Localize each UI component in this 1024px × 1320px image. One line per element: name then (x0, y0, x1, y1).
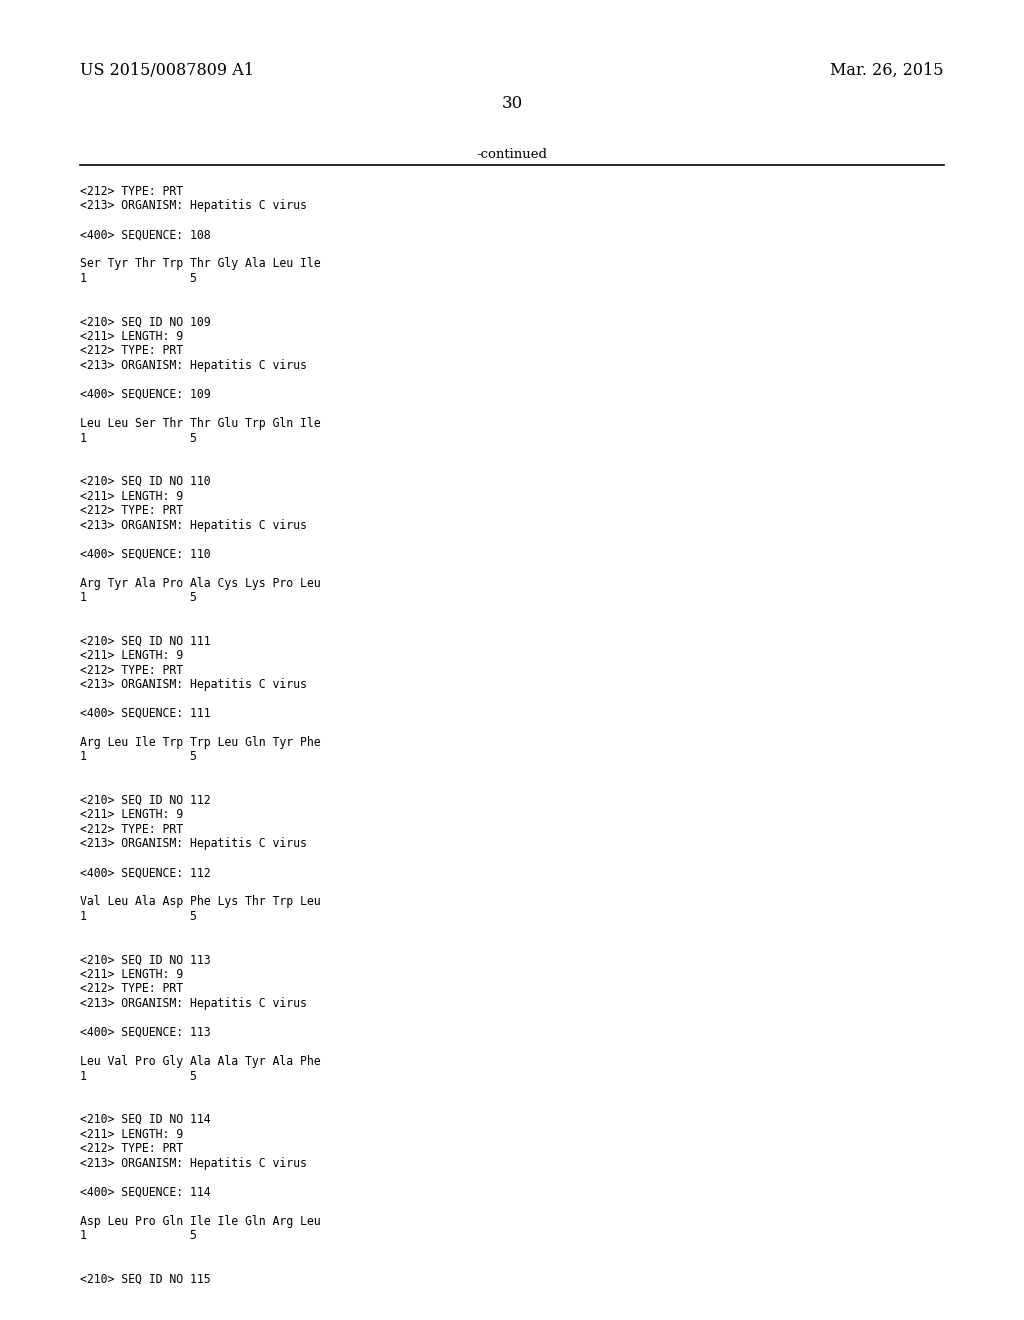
Text: <213> ORGANISM: Hepatitis C virus: <213> ORGANISM: Hepatitis C virus (80, 199, 307, 213)
Text: <213> ORGANISM: Hepatitis C virus: <213> ORGANISM: Hepatitis C virus (80, 519, 307, 532)
Text: <210> SEQ ID NO 113: <210> SEQ ID NO 113 (80, 953, 211, 966)
Text: <211> LENGTH: 9: <211> LENGTH: 9 (80, 649, 183, 663)
Text: Leu Val Pro Gly Ala Ala Tyr Ala Phe: Leu Val Pro Gly Ala Ala Tyr Ala Phe (80, 1055, 321, 1068)
Text: <211> LENGTH: 9: <211> LENGTH: 9 (80, 808, 183, 821)
Text: <212> TYPE: PRT: <212> TYPE: PRT (80, 822, 183, 836)
Text: Asp Leu Pro Gln Ile Ile Gln Arg Leu: Asp Leu Pro Gln Ile Ile Gln Arg Leu (80, 1214, 321, 1228)
Text: 1               5: 1 5 (80, 909, 197, 923)
Text: Leu Leu Ser Thr Thr Glu Trp Gln Ile: Leu Leu Ser Thr Thr Glu Trp Gln Ile (80, 417, 321, 430)
Text: <210> SEQ ID NO 109: <210> SEQ ID NO 109 (80, 315, 211, 329)
Text: <400> SEQUENCE: 114: <400> SEQUENCE: 114 (80, 1185, 211, 1199)
Text: 1               5: 1 5 (80, 591, 197, 605)
Text: 1               5: 1 5 (80, 751, 197, 763)
Text: <213> ORGANISM: Hepatitis C virus: <213> ORGANISM: Hepatitis C virus (80, 837, 307, 850)
Text: 1               5: 1 5 (80, 432, 197, 445)
Text: Val Leu Ala Asp Phe Lys Thr Trp Leu: Val Leu Ala Asp Phe Lys Thr Trp Leu (80, 895, 321, 908)
Text: <400> SEQUENCE: 108: <400> SEQUENCE: 108 (80, 228, 211, 242)
Text: <210> SEQ ID NO 111: <210> SEQ ID NO 111 (80, 635, 211, 648)
Text: <213> ORGANISM: Hepatitis C virus: <213> ORGANISM: Hepatitis C virus (80, 997, 307, 1010)
Text: Ser Tyr Thr Trp Thr Gly Ala Leu Ile: Ser Tyr Thr Trp Thr Gly Ala Leu Ile (80, 257, 321, 271)
Text: 30: 30 (502, 95, 522, 112)
Text: <400> SEQUENCE: 112: <400> SEQUENCE: 112 (80, 866, 211, 879)
Text: <213> ORGANISM: Hepatitis C virus: <213> ORGANISM: Hepatitis C virus (80, 359, 307, 372)
Text: <210> SEQ ID NO 112: <210> SEQ ID NO 112 (80, 795, 211, 807)
Text: 1               5: 1 5 (80, 272, 197, 285)
Text: Mar. 26, 2015: Mar. 26, 2015 (830, 62, 944, 79)
Text: <210> SEQ ID NO 115: <210> SEQ ID NO 115 (80, 1272, 211, 1286)
Text: <210> SEQ ID NO 110: <210> SEQ ID NO 110 (80, 475, 211, 488)
Text: <211> LENGTH: 9: <211> LENGTH: 9 (80, 968, 183, 981)
Text: <212> TYPE: PRT: <212> TYPE: PRT (80, 1142, 183, 1155)
Text: <211> LENGTH: 9: <211> LENGTH: 9 (80, 330, 183, 343)
Text: <213> ORGANISM: Hepatitis C virus: <213> ORGANISM: Hepatitis C virus (80, 1156, 307, 1170)
Text: <212> TYPE: PRT: <212> TYPE: PRT (80, 345, 183, 358)
Text: <212> TYPE: PRT: <212> TYPE: PRT (80, 504, 183, 517)
Text: 1               5: 1 5 (80, 1229, 197, 1242)
Text: <211> LENGTH: 9: <211> LENGTH: 9 (80, 490, 183, 503)
Text: US 2015/0087809 A1: US 2015/0087809 A1 (80, 62, 254, 79)
Text: <212> TYPE: PRT: <212> TYPE: PRT (80, 664, 183, 676)
Text: Arg Leu Ile Trp Trp Leu Gln Tyr Phe: Arg Leu Ile Trp Trp Leu Gln Tyr Phe (80, 737, 321, 748)
Text: <213> ORGANISM: Hepatitis C virus: <213> ORGANISM: Hepatitis C virus (80, 678, 307, 690)
Text: <211> LENGTH: 9: <211> LENGTH: 9 (80, 1127, 183, 1140)
Text: <212> TYPE: PRT: <212> TYPE: PRT (80, 982, 183, 995)
Text: <210> SEQ ID NO 114: <210> SEQ ID NO 114 (80, 1113, 211, 1126)
Text: <400> SEQUENCE: 111: <400> SEQUENCE: 111 (80, 708, 211, 719)
Text: <400> SEQUENCE: 113: <400> SEQUENCE: 113 (80, 1026, 211, 1039)
Text: Arg Tyr Ala Pro Ala Cys Lys Pro Leu: Arg Tyr Ala Pro Ala Cys Lys Pro Leu (80, 577, 321, 590)
Text: <400> SEQUENCE: 109: <400> SEQUENCE: 109 (80, 388, 211, 401)
Text: <400> SEQUENCE: 110: <400> SEQUENCE: 110 (80, 548, 211, 561)
Text: <212> TYPE: PRT: <212> TYPE: PRT (80, 185, 183, 198)
Text: -continued: -continued (476, 148, 548, 161)
Text: 1               5: 1 5 (80, 1069, 197, 1082)
